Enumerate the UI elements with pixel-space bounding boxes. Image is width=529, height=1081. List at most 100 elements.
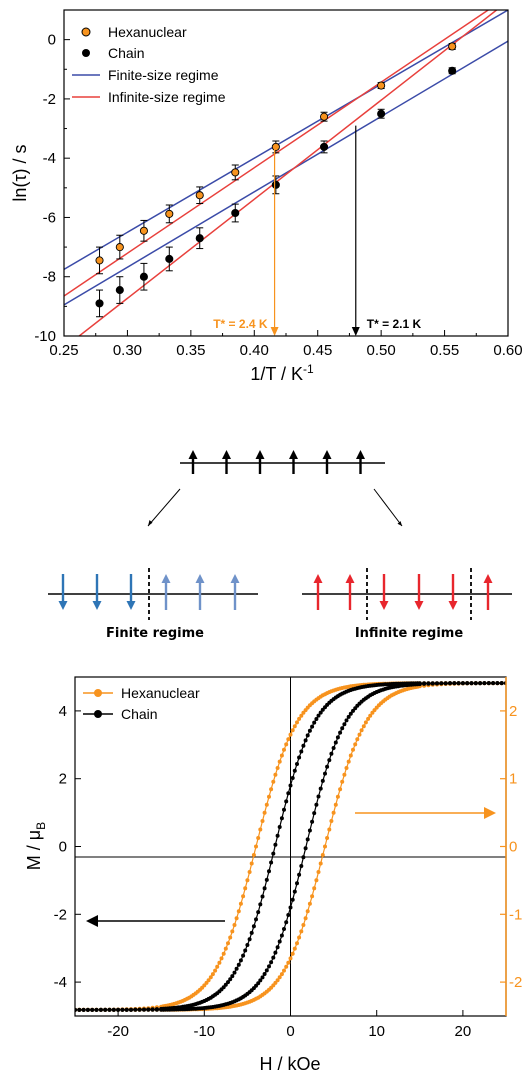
- fit-line-1-1: [77, 10, 498, 336]
- loop-point: [292, 889, 297, 894]
- loop-point: [320, 707, 325, 712]
- loop-point: [269, 787, 274, 792]
- legend-label-finite: Finite-size regime: [108, 67, 219, 83]
- loop-point: [256, 910, 261, 915]
- loop-point: [430, 681, 435, 686]
- point-chain: [139, 272, 148, 281]
- loop-point: [137, 1007, 142, 1012]
- legend-marker-hexanuclear: [81, 27, 91, 37]
- loop-point: [366, 716, 371, 721]
- loop-point: [327, 827, 332, 832]
- loop-point: [340, 779, 345, 784]
- loop-point: [282, 807, 286, 812]
- loop-point: [348, 753, 353, 758]
- loop-point: [348, 711, 353, 716]
- loop-point: [120, 1007, 125, 1012]
- spin-arrow-top-head: [356, 450, 365, 459]
- loop-point: [320, 853, 325, 857]
- loop-point: [146, 1007, 151, 1012]
- loop-point: [473, 681, 478, 686]
- loop-point: [275, 833, 280, 838]
- spin-arrow-finite-head: [126, 601, 136, 610]
- loop-point: [219, 956, 224, 961]
- loop-point: [305, 837, 310, 842]
- loop-point: [335, 794, 340, 799]
- loop-point: [310, 894, 315, 899]
- loop-point: [228, 935, 233, 940]
- loop-point: [284, 920, 289, 925]
- loop-point: [232, 923, 237, 927]
- loop-point: [299, 713, 304, 718]
- loop-point: [286, 737, 291, 742]
- loop-point: [355, 737, 360, 742]
- loop-point: [303, 916, 308, 921]
- loop-point: [320, 778, 325, 783]
- point-chain: [165, 254, 174, 263]
- loop-point: [90, 1007, 95, 1012]
- loop-point: [469, 681, 474, 686]
- spin-arrow-infinite-head: [414, 601, 424, 610]
- loop-point: [271, 779, 276, 784]
- loop-point: [310, 724, 315, 729]
- spin-arrow-top-head: [188, 450, 198, 459]
- loop-point: [482, 681, 487, 686]
- loop-point: [262, 886, 267, 891]
- point-hexanuclear: [165, 209, 174, 218]
- loop-point: [267, 869, 271, 874]
- loop-point: [273, 950, 278, 955]
- loop-point: [325, 764, 330, 769]
- loop-point: [346, 714, 351, 719]
- point-hexanuclear: [115, 243, 124, 252]
- loop-point: [215, 964, 220, 969]
- loop-point: [491, 681, 496, 686]
- loop-point: [232, 970, 237, 975]
- loop-point: [277, 939, 282, 944]
- loop-point: [495, 681, 500, 686]
- point-hexanuclear: [139, 226, 148, 235]
- loop-point: [236, 909, 241, 914]
- loop-point: [223, 946, 228, 951]
- left-axis-pointer-head: [86, 915, 98, 927]
- spin-arrow-finite-head: [58, 601, 68, 610]
- loop-point: [260, 819, 265, 823]
- loop-point: [258, 902, 263, 907]
- loop-point: [323, 771, 327, 776]
- loop-point: [338, 787, 343, 792]
- loop-point: [426, 681, 431, 686]
- loop-point: [342, 722, 347, 727]
- loop-point: [297, 872, 302, 877]
- loop-point: [282, 927, 286, 931]
- loop-point: [307, 828, 312, 833]
- loop-point: [154, 1007, 159, 1012]
- loop-point: [230, 974, 235, 979]
- y-tick-label: 0: [48, 32, 56, 49]
- point-hexanuclear: [195, 191, 204, 200]
- loop-point: [273, 980, 278, 985]
- loop-point: [241, 953, 246, 958]
- legend-label-infinite: Infinite-size regime: [108, 89, 226, 105]
- loop-point: [499, 681, 504, 686]
- x-tick-label: 0.55: [430, 342, 459, 359]
- loop-point: [226, 980, 230, 985]
- loop-point: [312, 886, 317, 891]
- spin-arrow-top-head: [222, 450, 231, 459]
- loop-point: [271, 851, 276, 856]
- right-axis-pointer-head: [484, 807, 496, 819]
- loop-point: [370, 710, 375, 715]
- loop-point: [111, 1007, 116, 1012]
- loop-point: [368, 713, 373, 718]
- arrowhead-infinite: [397, 521, 402, 526]
- loop-point: [303, 846, 308, 851]
- loop-point: [236, 962, 241, 967]
- x-axis-label-bottom: H / kOe: [259, 1054, 320, 1074]
- loop-point: [116, 1007, 121, 1012]
- loop-point: [271, 955, 276, 960]
- loop-point: [297, 755, 302, 760]
- loop-point: [245, 943, 250, 947]
- spin-arrow-infinite-head: [483, 574, 493, 583]
- y-axis-label: ln(τ) / s: [10, 144, 30, 201]
- right-tick-label: -2: [509, 974, 522, 991]
- loop-point: [327, 758, 332, 763]
- loop-point: [77, 1007, 82, 1012]
